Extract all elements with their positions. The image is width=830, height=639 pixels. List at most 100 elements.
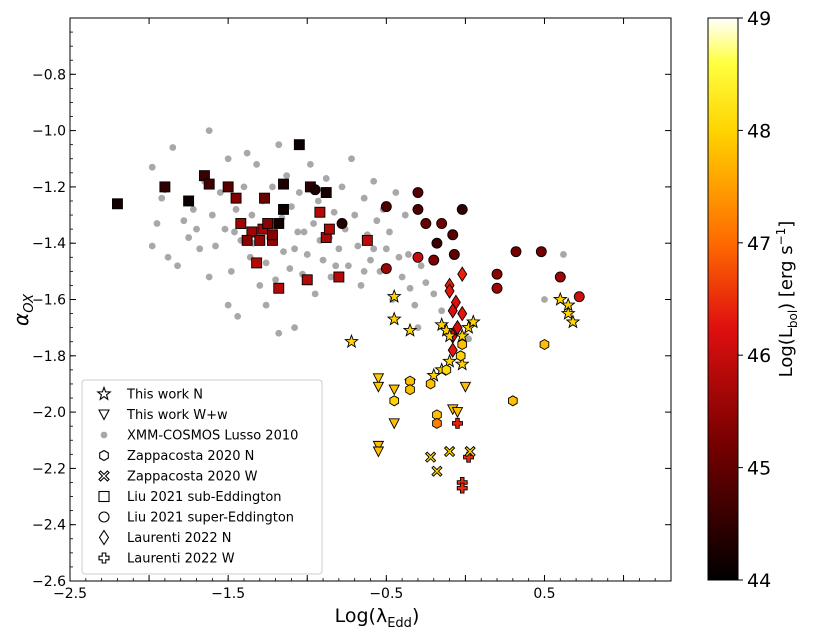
data-point [253,160,261,168]
data-point [412,187,424,198]
data-point [185,234,193,241]
data-point [402,322,418,337]
colorbar-tick-label: 46 [747,345,771,367]
data-point [465,335,472,343]
legend-label: XMM-COSMOS Lusso 2010 [127,429,298,444]
data-point [360,267,368,275]
data-point [164,253,172,261]
data-point [351,211,359,219]
y-tick-label: −1.0 [32,124,66,140]
data-point [241,234,253,246]
data-point [288,203,295,211]
data-point [336,218,348,229]
data-point [508,395,518,407]
data-point [457,338,468,351]
data-point [465,314,481,329]
data-point [565,314,581,329]
data-point [280,248,287,256]
y-tick-label: −0.8 [32,67,66,83]
data-point [541,296,548,303]
data-point [401,211,409,219]
data-point [323,223,335,235]
data-point [491,282,503,294]
data-point [448,249,460,260]
data-point [438,322,454,337]
data-point [174,262,181,270]
data-point [405,384,415,396]
data-point [447,229,459,241]
data-point [221,225,229,233]
data-point [386,311,402,326]
data-point [222,181,234,193]
data-point [314,197,322,205]
data-point [372,381,385,393]
data-point [262,218,274,229]
data-point [295,189,303,196]
legend-marker [99,449,109,462]
data-point [205,273,213,281]
data-point [367,256,374,264]
data-point [361,234,373,246]
legend-label: Zappacosta 2020 W [127,470,258,485]
data-point [392,189,400,196]
data-point [310,220,317,227]
legend-marker [98,470,110,482]
data-point [412,251,424,263]
data-point [405,251,412,258]
data-point [459,381,472,393]
data-point [293,139,305,151]
colorbar-ticks: 44 45 46 47 48 49 [738,8,771,592]
legend-label: Zappacosta 2020 N [127,449,254,464]
legend-marker [98,552,110,564]
data-point [431,465,443,477]
data-point [441,364,452,376]
data-point [303,251,311,258]
data-point [386,288,402,303]
data-point [153,220,161,227]
data-point [335,245,343,253]
data-point [447,342,458,359]
data-point [193,225,200,233]
data-point [330,208,338,216]
data-point [203,178,215,190]
colorbar-tick-label: 44 [747,570,771,592]
data-point [251,257,263,269]
data-point [372,440,385,452]
data-point [311,290,319,298]
data-point [348,155,355,163]
colored-points [111,139,585,494]
data-point [272,276,280,284]
x-tick-label: −0.5 [369,586,403,602]
data-point [148,163,156,171]
data-point [372,373,385,385]
data-point [442,353,458,368]
data-point [332,262,340,270]
y-tick-label: −2.0 [32,405,66,421]
data-point [491,268,503,280]
data-point [443,445,456,458]
data-point [438,307,446,315]
data-point [254,234,266,246]
data-point [224,155,232,163]
lusso-points [148,127,567,343]
data-point [262,259,270,267]
y-tick-label: −2.4 [32,518,66,534]
y-tick-label: −1.2 [32,180,66,196]
data-point [232,206,240,213]
data-point [428,254,440,266]
data-point [278,203,289,215]
data-point [275,141,283,149]
data-point [319,256,327,264]
data-point [370,245,378,253]
data-point [231,228,238,236]
data-point [314,206,326,218]
legend-marker [98,490,110,503]
data-point [456,482,468,494]
data-point [373,217,381,225]
data-point [320,187,332,198]
data-point [425,378,436,390]
data-point [291,245,298,253]
data-point [180,217,188,225]
data-point [380,263,392,274]
